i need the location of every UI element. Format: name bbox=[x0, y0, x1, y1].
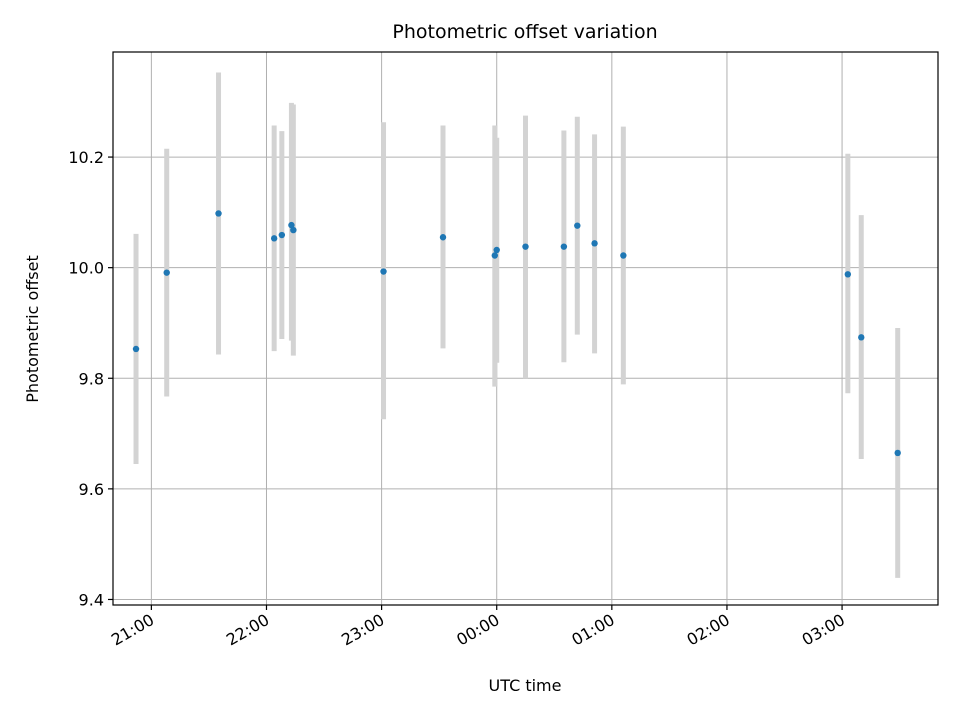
data-point bbox=[290, 226, 297, 234]
data-point bbox=[270, 235, 278, 242]
axes-frame bbox=[112, 51, 939, 606]
data-point bbox=[491, 252, 499, 259]
y-tick-label: 9.6 bbox=[79, 480, 104, 499]
data-point bbox=[620, 252, 627, 259]
data-point bbox=[278, 231, 286, 239]
data-point bbox=[894, 449, 901, 457]
data-points bbox=[132, 210, 901, 457]
data-point bbox=[560, 243, 568, 250]
y-axis-label: Photometric offset bbox=[23, 255, 42, 403]
chart-title: Photometric offset variation bbox=[392, 21, 657, 43]
data-point bbox=[844, 271, 852, 278]
data-point bbox=[288, 221, 295, 229]
y-tick-label: 9.8 bbox=[79, 369, 104, 388]
x-axis-label: UTC time bbox=[489, 676, 562, 695]
data-point bbox=[858, 334, 865, 341]
data-point bbox=[163, 269, 170, 276]
y-tick-label: 9.4 bbox=[79, 590, 104, 609]
data-point bbox=[380, 268, 387, 275]
data-point bbox=[522, 243, 529, 250]
y-tick-label: 10.2 bbox=[68, 148, 104, 167]
data-point bbox=[439, 234, 447, 241]
data-point bbox=[493, 246, 500, 254]
data-point bbox=[132, 345, 140, 353]
data-point bbox=[215, 210, 222, 217]
y-tick-label: 10.0 bbox=[68, 259, 104, 278]
data-point bbox=[574, 222, 581, 229]
data-point bbox=[591, 240, 598, 247]
